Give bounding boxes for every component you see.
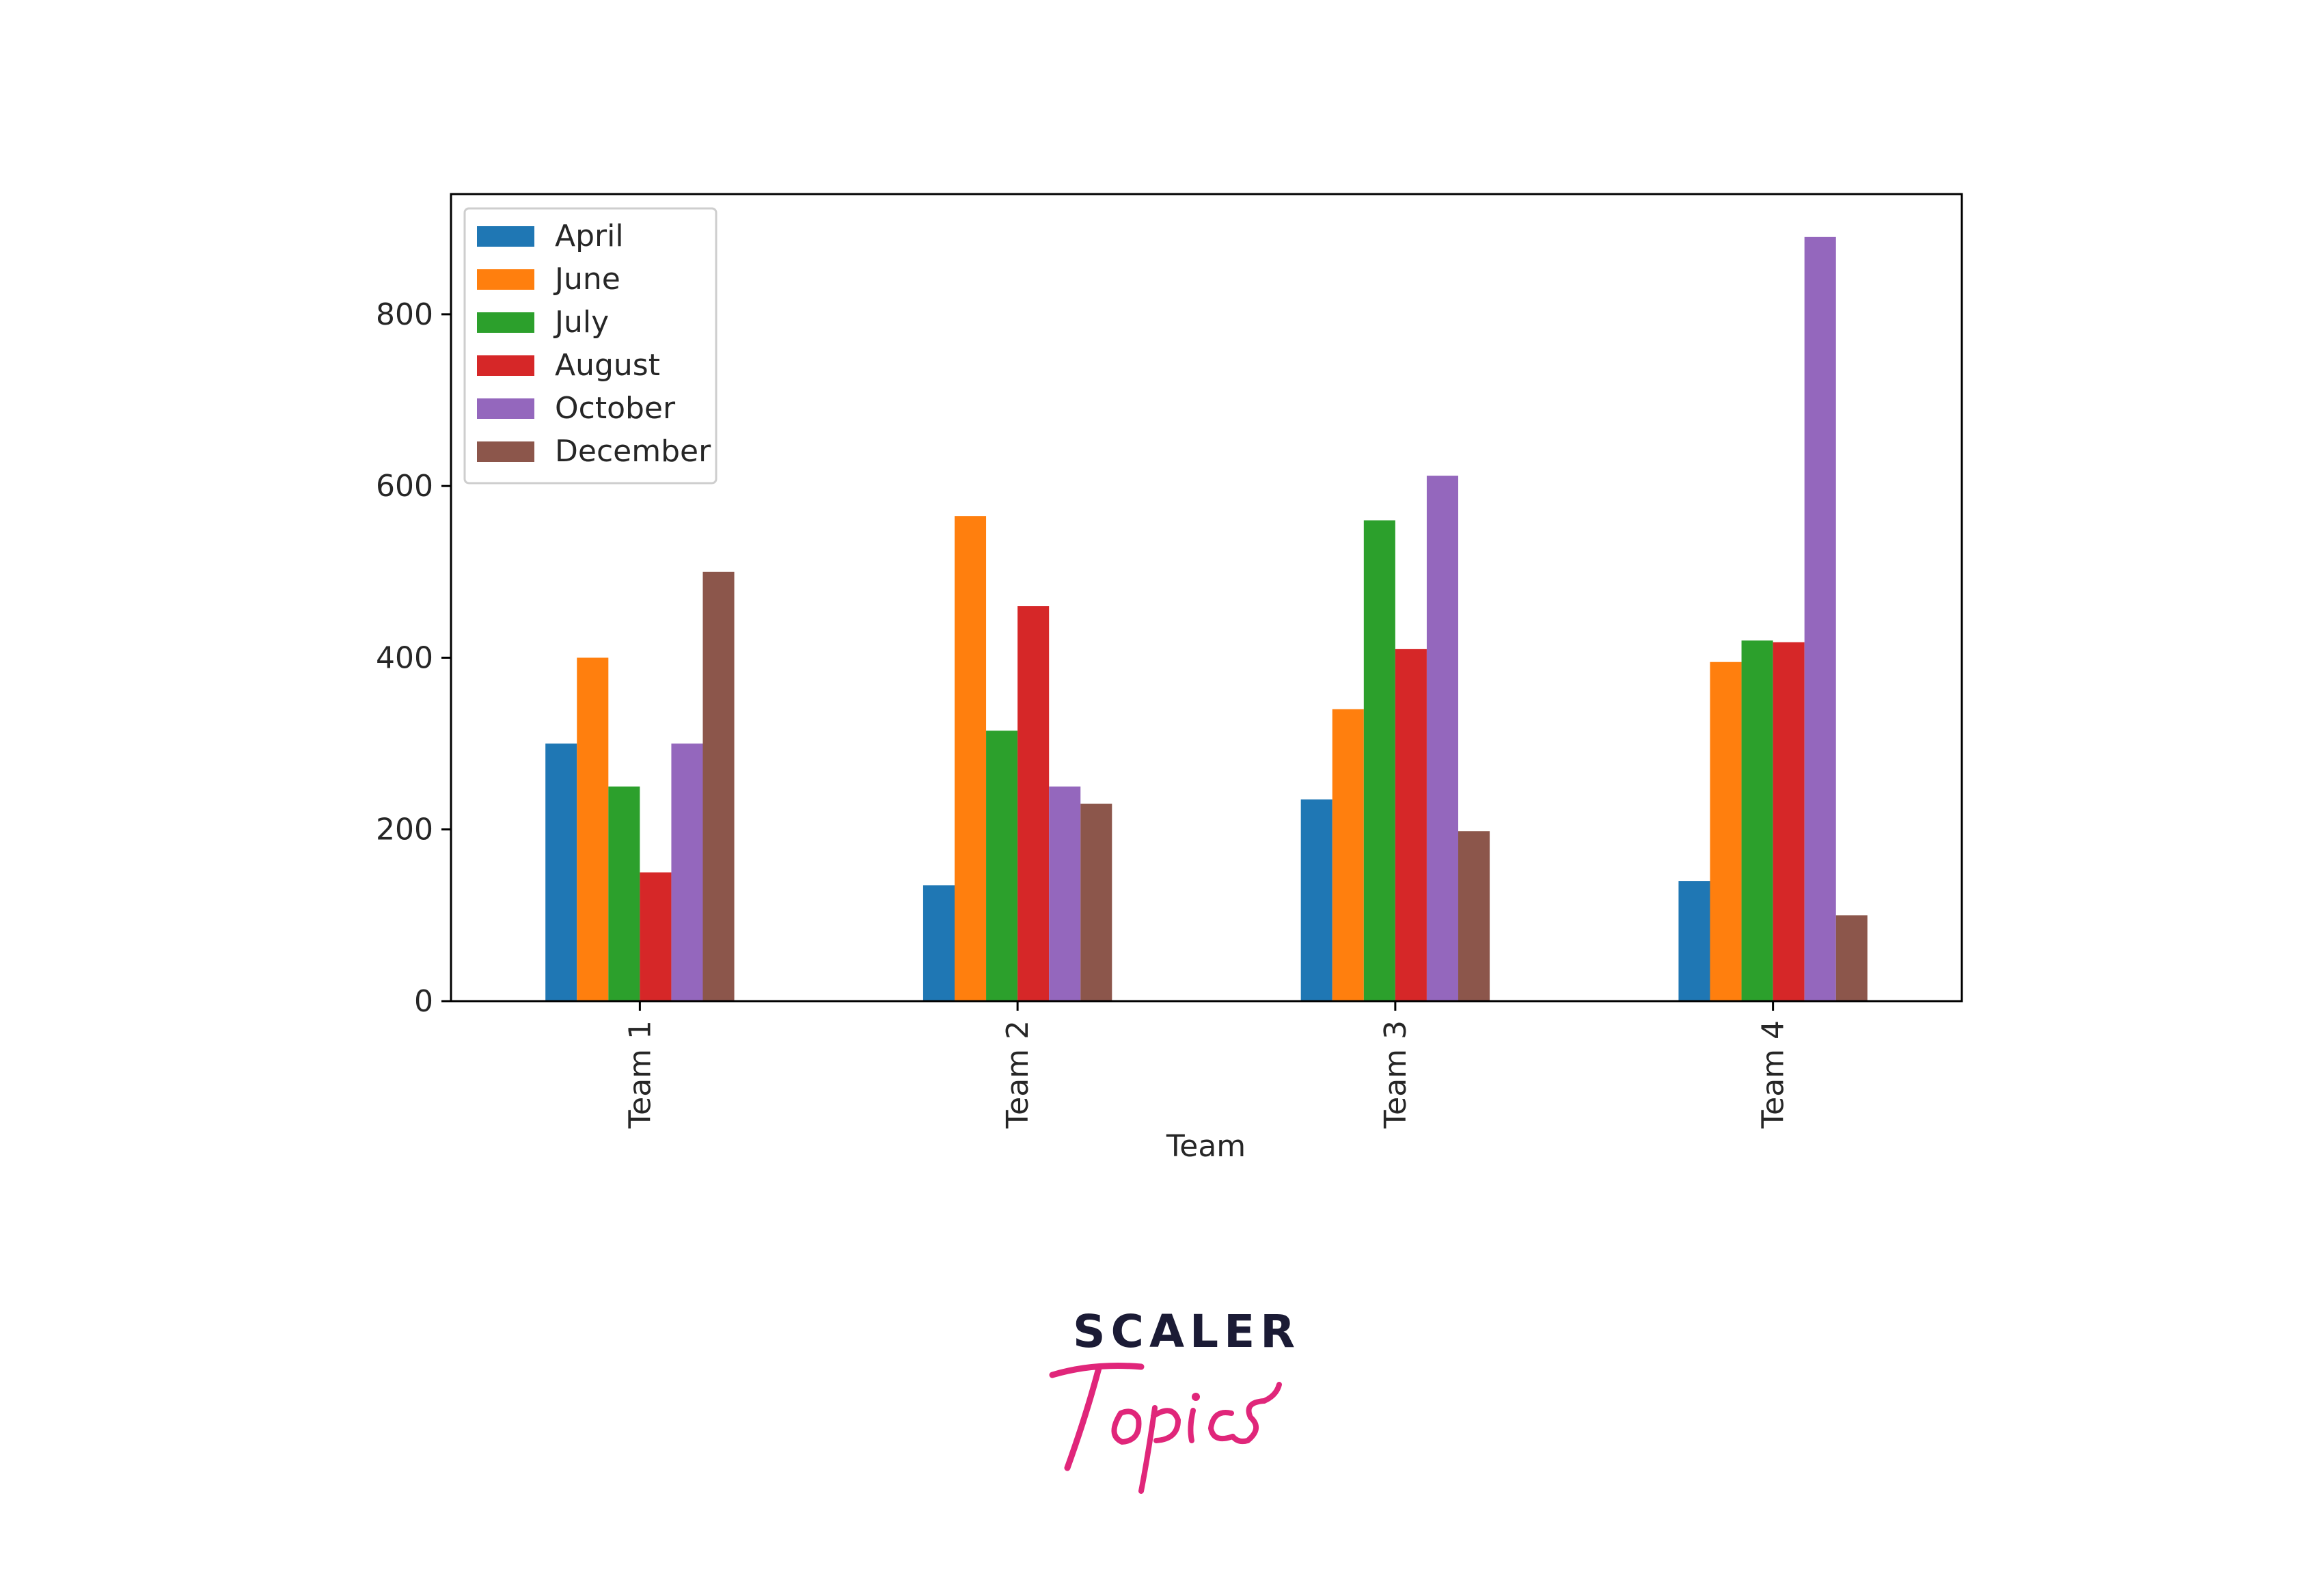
bar-june-team-3 [1332, 709, 1364, 1001]
bar-july-team-3 [1363, 520, 1395, 1001]
legend-swatch-october [477, 398, 534, 419]
y-tick-label-200: 200 [376, 813, 433, 847]
legend-label-july: July [553, 305, 609, 340]
x-axis: Team 1 Team 2 Team 3 Team 4 [623, 1001, 1791, 1129]
logo-script-mark [1049, 1363, 1282, 1494]
bar-december-team-1 [702, 571, 735, 1001]
legend-swatch-june [477, 269, 534, 290]
legend-swatch-april [477, 226, 534, 247]
legend-label-august: August [555, 348, 660, 383]
y-tick-label-400: 400 [376, 640, 433, 675]
bar-october-team-1 [671, 744, 703, 1001]
y-axis: 0 200 400 600 800 [376, 297, 451, 1019]
bar-april-team-3 [1300, 799, 1332, 1001]
plot-frame [450, 193, 1963, 1003]
bar-april-team-4 [1678, 881, 1710, 1001]
bar-june-team-4 [1710, 662, 1742, 1001]
legend: April June July August October December [463, 207, 717, 485]
legend-swatch-august [477, 355, 534, 376]
x-axis-label: Team [1166, 1129, 1246, 1164]
bar-july-team-1 [608, 786, 640, 1001]
scaler-topics-logo: SCALER [1039, 1305, 1295, 1497]
bar-april-team-1 [545, 744, 577, 1001]
x-tick-label-4: Team 4 [1756, 1020, 1791, 1129]
bar-june-team-2 [955, 516, 987, 1001]
legend-label-october: October [555, 391, 676, 426]
legend-label-june: June [553, 262, 620, 297]
x-tick-label-3: Team 3 [1378, 1020, 1413, 1129]
logo-word: SCALER [1073, 1305, 1301, 1358]
legend-label-december: December [555, 434, 711, 469]
x-tick-label-1: Team 1 [623, 1020, 657, 1129]
bar-december-team-4 [1835, 915, 1868, 1001]
bar-july-team-4 [1741, 640, 1773, 1001]
legend-swatch-december [477, 441, 534, 462]
y-tick-label-800: 800 [376, 297, 433, 332]
legend-swatch-july [477, 312, 534, 333]
bar-october-team-4 [1804, 236, 1836, 1002]
bars-group [545, 236, 1868, 1002]
bar-december-team-3 [1458, 831, 1490, 1001]
bar-august-team-1 [640, 872, 672, 1001]
bar-august-team-3 [1395, 649, 1427, 1001]
bar-june-team-1 [577, 657, 609, 1001]
bar-october-team-3 [1426, 476, 1458, 1001]
bar-july-team-2 [986, 731, 1018, 1001]
legend-label-april: April [555, 219, 624, 254]
bar-december-team-2 [1080, 804, 1112, 1001]
y-tick-label-600: 600 [376, 469, 433, 504]
bar-august-team-4 [1773, 642, 1805, 1001]
bar-october-team-2 [1049, 786, 1081, 1001]
bar-august-team-2 [1017, 606, 1050, 1001]
y-tick-label-0: 0 [414, 984, 433, 1019]
x-tick-label-2: Team 2 [1000, 1020, 1035, 1129]
bar-april-team-2 [922, 885, 955, 1001]
